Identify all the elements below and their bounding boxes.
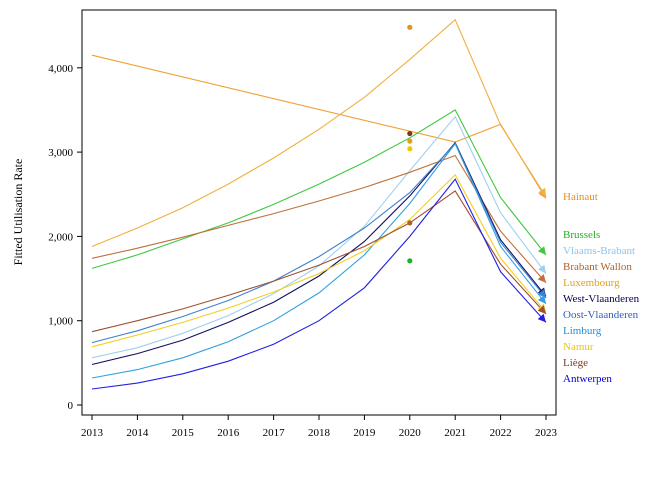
series-end-arrow — [537, 313, 546, 323]
series-line-antwerpen — [91, 178, 547, 390]
series-lines — [91, 18, 547, 390]
observed-point-2020 — [407, 146, 413, 152]
x-axis: 2013 2014 2015 2016 2017 2018 2019 2020 2021 2022… — [81, 415, 558, 439]
legend: Hainaut Brussels Vlaams-Brabant Brabant Wal… — [563, 191, 640, 385]
series-line-hainaut — [91, 54, 547, 199]
y-tick-label: 0 — [68, 400, 74, 412]
x-tick-label: 2016 — [217, 427, 240, 439]
x-tick-label: 2015 — [172, 427, 195, 439]
series-line-li-ge — [91, 190, 547, 333]
y-tick-label: 3,000 — [48, 147, 73, 159]
x-tick-label: 2022 — [490, 427, 512, 439]
series-line-limburg — [91, 142, 547, 379]
legend-label: Liège — [563, 357, 588, 369]
legend-label: Limburg — [563, 325, 602, 337]
y-tick-label: 2,000 — [48, 231, 73, 243]
observed-point-2020 — [407, 130, 413, 137]
plot-frame — [81, 9, 557, 416]
series-line-brabant-wallon — [91, 154, 547, 284]
x-tick-label: 2019 — [353, 427, 376, 439]
observed-point-2020 — [407, 24, 413, 30]
x-tick-label: 2023 — [535, 427, 558, 439]
y-tick-label: 4,000 — [48, 63, 73, 75]
y-axis-title: Fitted Utilisation Rate — [11, 159, 25, 266]
observed-point-2020 — [407, 220, 413, 226]
series-end-arrow — [537, 295, 546, 304]
observed-points — [407, 24, 413, 264]
series-line-brussels — [91, 109, 547, 269]
series-line-oost-vlaanderen — [91, 142, 547, 344]
series-line-west-vlaanderen — [91, 141, 547, 366]
series-end-arrow — [537, 246, 546, 255]
series-end-markers — [537, 187, 546, 323]
x-tick-label: 2013 — [81, 427, 104, 439]
series-end-arrow — [537, 274, 546, 283]
series-end-arrow — [537, 305, 546, 314]
series-line-namur — [91, 173, 547, 348]
x-tick-label: 2017 — [263, 427, 286, 439]
series-line-vlaams-brabant — [91, 115, 547, 359]
series-end-arrow — [538, 187, 546, 197]
legend-label: Namur — [563, 341, 594, 353]
legend-label: Vlaams-Brabant — [563, 245, 635, 257]
x-tick-label: 2021 — [444, 427, 466, 439]
legend-label: Brabant Wallon — [563, 261, 632, 273]
legend-label: Luxembourg — [563, 277, 620, 289]
legend-label: Hainaut — [563, 191, 598, 203]
x-tick-label: 2014 — [126, 427, 149, 439]
y-tick-label: 1,000 — [48, 316, 73, 328]
x-tick-label: 2020 — [399, 427, 422, 439]
legend-label: West-Vlaanderen — [563, 293, 640, 305]
series-end-arrow — [538, 264, 546, 274]
observed-point-2020 — [407, 138, 413, 144]
series-line-luxembourg — [91, 18, 547, 248]
x-tick-label: 2018 — [308, 427, 331, 439]
y-axis: 0 1,000 2,000 3,000 4,000 — [48, 63, 82, 412]
legend-label: Brussels — [563, 229, 600, 241]
legend-label: Oost-Vlaanderen — [563, 309, 639, 321]
observed-point-2020 — [407, 258, 413, 264]
legend-label: Antwerpen — [563, 373, 612, 385]
